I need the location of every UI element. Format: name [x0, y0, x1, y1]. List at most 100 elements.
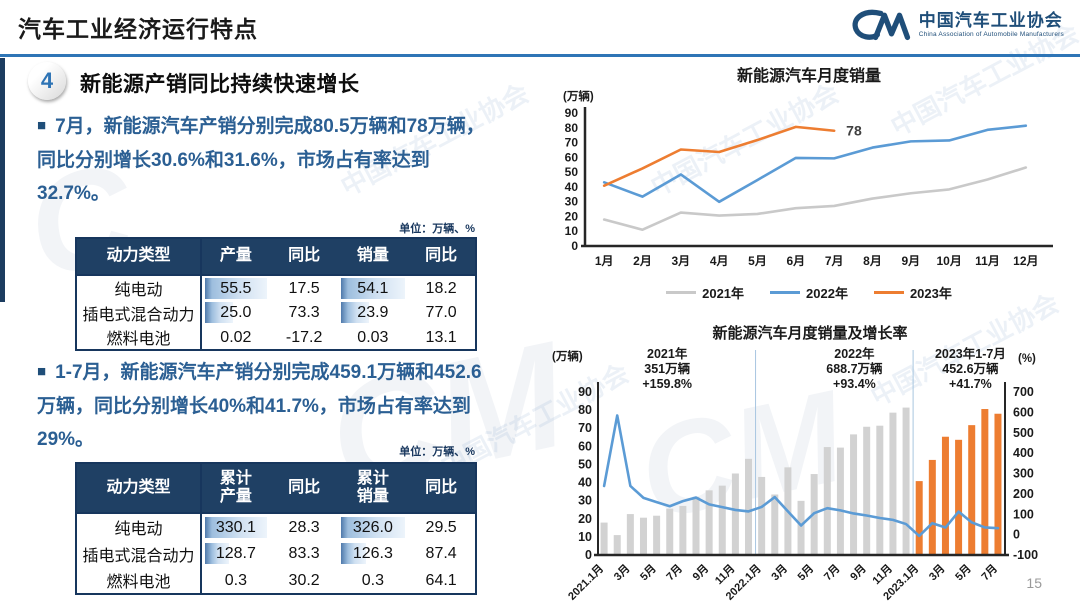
table-cell: 13.1 — [425, 328, 457, 346]
table-cell: 55.5 — [201, 275, 270, 300]
table-cell: 17.5 — [288, 279, 320, 297]
left-tick-label: 80 — [578, 403, 592, 417]
x-tick-label: 10月 — [936, 254, 961, 268]
table-cell: 28.3 — [288, 518, 320, 536]
right-unit-label: (%) — [1018, 353, 1036, 365]
right-tick-label: 500 — [1013, 426, 1034, 440]
table-row: 插电式混合动力 25.0 73.3 23.9 77.0 — [76, 300, 476, 325]
section-number-badge: 4 — [28, 62, 66, 100]
table-header-cell: 同比 — [269, 463, 339, 513]
bullet-july-text: 7月，新能源汽车产销分别完成80.5万辆和78万辆，同比分别增长30.6%和31… — [37, 116, 485, 204]
table-cell: 18.2 — [425, 279, 457, 297]
sales-bar — [889, 412, 897, 555]
bullet-july: ■ 7月，新能源汽车产销分别完成80.5万辆和78万辆，同比分别增长30.6%和3… — [37, 110, 499, 210]
right-tick-label: 400 — [1013, 446, 1034, 460]
sales-bar — [692, 496, 700, 555]
bars-group — [600, 407, 1002, 555]
table-cell: -17.2 — [285, 328, 323, 346]
table-cell: 128.7 — [201, 540, 270, 567]
x-tick-label: 3月 — [671, 254, 690, 268]
bullet-square-icon: ■ — [37, 117, 47, 134]
x-tick-label: 5月 — [795, 562, 816, 583]
y-tick-label: 60 — [565, 150, 579, 164]
table-header-cell: 累计 产量 — [201, 463, 270, 513]
left-tick-label: 30 — [578, 494, 592, 508]
left-tick-label: 70 — [578, 421, 592, 435]
left-tick-label: 10 — [578, 530, 592, 544]
left-unit-label: (万辆) — [552, 349, 583, 363]
table-cell: 23.9 — [339, 300, 408, 325]
left-tick-label: 60 — [578, 439, 592, 453]
sales-bar — [915, 481, 923, 555]
table-cell: 0.3 — [361, 571, 384, 589]
table-cell: 326.0 — [339, 513, 408, 540]
data-bar — [341, 302, 370, 323]
table-cell: 73.3 — [288, 304, 320, 321]
growth-chart-title: 新能源汽车月度销量及增长率 — [712, 325, 908, 342]
series-end-label: 78 — [846, 123, 862, 139]
table-cell: 0.3 — [224, 571, 247, 589]
y-axis-unit-label: (万辆) — [563, 89, 594, 103]
table-cell: 126.3 — [339, 540, 408, 567]
legend-swatch-icon — [770, 291, 801, 294]
left-tick-label: 0 — [585, 548, 592, 562]
sales-bar — [718, 485, 726, 555]
sales-bar — [836, 447, 844, 555]
row-label-cell: 燃料电池 — [76, 325, 202, 350]
data-table: 动力类型 累计 产量 同比 累计 销量 同比 纯电动 330.1 28.3 326.0 29.5 插… — [75, 462, 477, 595]
right-tick-label: 0 — [1013, 528, 1020, 542]
x-tick-label: 2021.1月 — [565, 562, 606, 602]
sales-bar — [863, 426, 871, 555]
sales-bar — [823, 447, 831, 555]
x-tick-label: 5月 — [748, 254, 767, 268]
table-header-cell: 动力类型 — [76, 463, 202, 513]
monthly-sales-chart: 新能源汽车月度销量 (万辆) 0 10 20 30 40 50 60 70 80 90 1月 2月 3月 4… — [545, 62, 1073, 302]
left-tick-label: 20 — [578, 512, 592, 526]
sales-bar — [758, 476, 766, 555]
sales-bar — [928, 459, 936, 555]
year-annotation: 2023年1-7月 452.6万辆+41.7% — [935, 346, 1006, 391]
caam-logo-icon — [852, 9, 910, 41]
x-tick-label: 8月 — [863, 254, 882, 268]
table-cell: 77.0 — [425, 304, 457, 321]
sales-bar — [613, 535, 621, 555]
table-header-cell: 累计 销量 — [338, 463, 408, 513]
x-tick-label: 5月 — [637, 562, 658, 583]
left-tick-label: 90 — [578, 385, 592, 399]
sales-bar — [626, 514, 634, 555]
row-label-cell: 纯电动 — [76, 275, 202, 300]
row-label-cell: 纯电动 — [76, 513, 202, 540]
legend-item: 2022年 — [770, 283, 848, 302]
row-label-cell: 插电式混合动力 — [76, 300, 202, 325]
logo-name-en: China Association of Automobile Manufact… — [918, 30, 1064, 38]
growth-line — [602, 414, 1000, 538]
year-annotation: 2022年 688.7万辆+93.4% — [826, 346, 883, 391]
legend-swatch-icon — [666, 291, 697, 294]
x-tick-label: 3月 — [926, 562, 947, 583]
data-bar — [341, 277, 405, 299]
data-bar — [204, 277, 268, 299]
x-tick-label: 12月 — [1013, 254, 1038, 268]
table-monthly: 动力类型 产量 同比 销量 同比 纯电动 55.5 17.5 54.1 18.2 插电式混合动力 25… — [75, 237, 477, 351]
bullet-jan-july: ■ 1-7月，新能源汽车产销分别完成459.1万辆和452.6万辆，同比分别增长4… — [37, 356, 499, 456]
table-cell: 29.5 — [425, 518, 457, 536]
x-tick-label: 2月 — [633, 254, 652, 268]
table-cumulative: 动力类型 累计 产量 同比 累计 销量 同比 纯电动 330.1 28.3 326.0 29.5 插… — [75, 462, 477, 595]
data-table: 动力类型 产量 同比 销量 同比 纯电动 55.5 17.5 54.1 18.2 插电式混合动力 25… — [75, 237, 477, 351]
series-2023年 — [602, 125, 836, 188]
row-label-cell: 插电式混合动力 — [76, 540, 202, 567]
table-header-cell: 产量 — [201, 238, 270, 275]
right-tick-label: 300 — [1013, 467, 1034, 481]
sales-bar — [653, 515, 661, 555]
table-row: 燃料电池 0.02 -17.2 0.03 13.1 — [76, 325, 476, 350]
table-cell: 0.03 — [357, 328, 389, 346]
growth-plot: (万辆) (%) 0 10 20 30 40 50 60 70 80 90 -100 0 100 200 300… — [552, 346, 1038, 603]
table-row: 纯电动 330.1 28.3 326.0 29.5 — [76, 513, 476, 540]
year-annotation: 2021年 351万辆+159.8% — [642, 346, 692, 391]
y-tick-label: 0 — [571, 239, 578, 253]
y-tick-label: 50 — [565, 165, 579, 179]
page-title: 汽车工业经济运行特点 — [18, 16, 258, 42]
data-bar — [341, 516, 405, 538]
table-header-cell: 销量 — [338, 238, 408, 275]
